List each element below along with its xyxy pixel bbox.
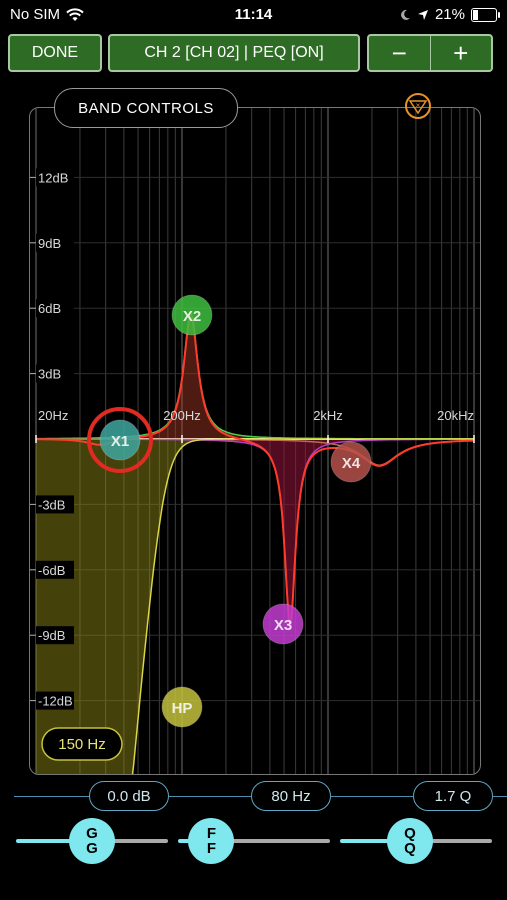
db-label-bg: [36, 233, 74, 252]
readout-line: [169, 796, 251, 797]
x2-band-fill: [36, 312, 474, 439]
battery-icon: [471, 7, 500, 22]
channel-stepper: − +: [367, 34, 493, 72]
eq-node-hp: [161, 686, 203, 728]
db-label: -9dB: [38, 628, 65, 643]
knob-label-top: F: [206, 825, 217, 842]
freq-label: 20kHz: [437, 408, 474, 423]
q-slider-fill: [340, 839, 410, 843]
eq-node-x1: [99, 419, 141, 461]
hp-curve: [131, 438, 474, 774]
gain-slider-fill: [16, 839, 92, 843]
hp-freq-label: 150 Hz: [58, 736, 106, 753]
location-arrow-icon: [417, 9, 428, 20]
eq-node-x3: [262, 603, 304, 645]
selected-node-ring: [87, 407, 153, 473]
wifi-icon: [66, 7, 84, 21]
eq-graph[interactable]: 12dB 9dB 6dB 3dB -3dB -6dB -9dB -12dB 20Hz 200Hz 2…: [29, 107, 481, 775]
eq-graph-canvas[interactable]: 12dB 9dB 6dB 3dB -3dB -6dB -9dB -12dB 20Hz 200Hz 2…: [30, 108, 480, 774]
battery-percent: 21%: [434, 6, 465, 23]
db-label: -3dB: [38, 497, 65, 512]
db-label-bg: [36, 495, 74, 514]
q-readout[interactable]: 1.7 Q: [413, 781, 493, 811]
db-label: -12dB: [38, 694, 73, 709]
carrier-label: No SIM: [10, 6, 61, 23]
db-label: 12dB: [38, 170, 68, 185]
reset-eq-icon[interactable]: ×: [404, 92, 432, 120]
knob-label-top: G: [86, 825, 98, 842]
decrement-button[interactable]: −: [391, 37, 407, 68]
db-label-bg: [36, 168, 74, 187]
freq-label: 200Hz: [163, 408, 201, 423]
freq-label: 20Hz: [38, 408, 68, 423]
status-right: 21%: [399, 6, 500, 23]
q-slider-track: [409, 839, 492, 843]
readout-line: [14, 796, 90, 797]
svg-text:×: ×: [416, 101, 421, 110]
knob-label-top: Q: [404, 825, 416, 842]
eq-node-x4: [330, 441, 372, 483]
db-label: 3dB: [38, 367, 61, 382]
eq-node-label: X1: [111, 433, 129, 450]
db-label-bg: [36, 626, 74, 645]
knob-label-bottom: G: [86, 840, 98, 857]
x2-curve: [36, 310, 474, 440]
db-label: 6dB: [38, 301, 61, 316]
stepper-divider: [429, 36, 431, 70]
done-button[interactable]: DONE: [8, 34, 102, 72]
freq-label: 2kHz: [313, 408, 343, 423]
status-bar: No SIM 11:14 21%: [0, 0, 507, 30]
readout-line: [331, 796, 413, 797]
eq-node-label: X4: [342, 455, 361, 472]
battery-fill: [473, 9, 478, 20]
freq-slider-track: [211, 839, 330, 843]
increment-button[interactable]: +: [453, 37, 469, 68]
hp-freq-pill: [41, 727, 123, 761]
band-controls-tab[interactable]: BAND CONTROLS: [54, 88, 238, 128]
eq-node-label: X3: [274, 617, 292, 634]
db-label: -6dB: [38, 563, 65, 578]
eq-node-x2: [171, 294, 213, 336]
db-label-bg: [36, 560, 74, 579]
eq-node-label: X2: [183, 308, 201, 325]
db-label-bg: [36, 299, 74, 318]
knob-label-bottom: Q: [404, 840, 416, 857]
freq-readout[interactable]: 80 Hz: [251, 781, 331, 811]
status-time: 11:14: [234, 6, 273, 23]
readout-line: [493, 796, 507, 797]
eq-node-label: HP: [172, 700, 193, 717]
db-label-bg: [36, 691, 74, 710]
knob-label-bottom: F: [206, 840, 217, 857]
gain-readout[interactable]: 0.0 dB: [89, 781, 169, 811]
db-label-bg: [36, 364, 74, 383]
db-label: 9dB: [38, 236, 61, 251]
channel-selector-button[interactable]: CH 2 [CH 02] | PEQ [ON]: [108, 34, 360, 72]
status-left: No SIM: [10, 6, 84, 23]
moon-icon: [401, 9, 410, 20]
hp-band-fill: [36, 439, 474, 774]
gain-slider-track: [92, 839, 168, 843]
